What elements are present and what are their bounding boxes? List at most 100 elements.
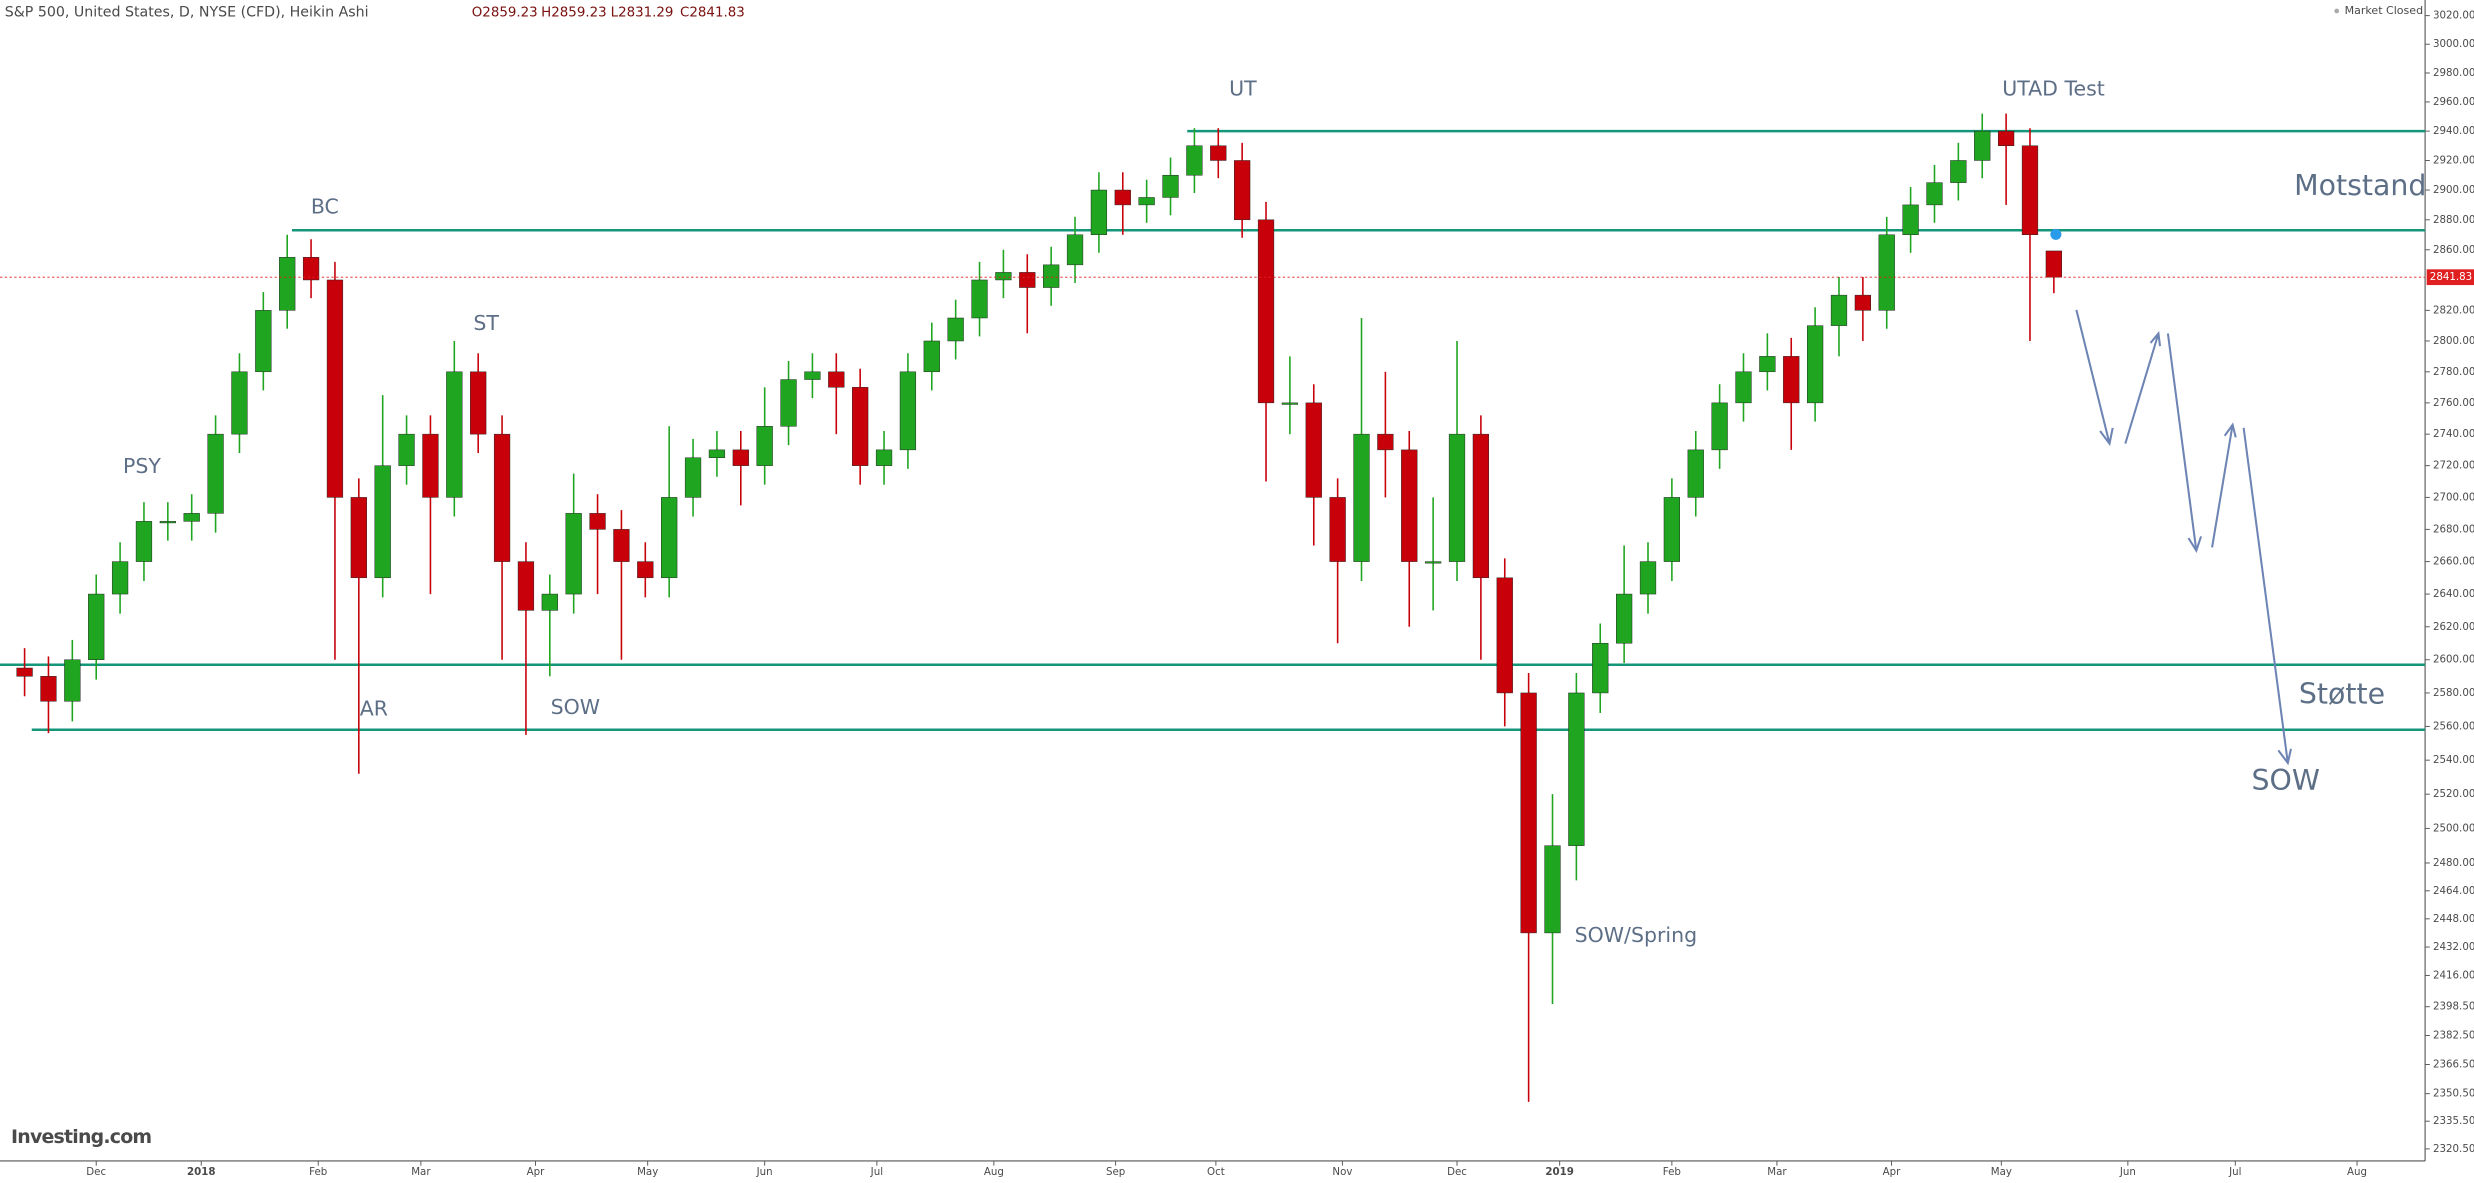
candle-body — [374, 465, 391, 579]
candle-body — [1687, 449, 1704, 498]
candle-body — [1019, 272, 1036, 288]
annotation: Støtte — [2299, 677, 2385, 710]
annotation: Motstand — [2294, 169, 2426, 202]
candle-body — [589, 513, 606, 530]
candle-body — [64, 659, 81, 702]
candle-body — [613, 529, 630, 562]
y-tick-label: 3000.00 — [2433, 38, 2474, 50]
candle-body — [541, 593, 558, 611]
candle-body — [1305, 402, 1322, 498]
candle-body — [708, 449, 726, 458]
x-tick-label: Apr — [527, 1166, 546, 1178]
y-tick-label: 2580.00 — [2433, 687, 2474, 699]
candle-body — [1902, 204, 1919, 236]
candle-body — [1257, 219, 1275, 404]
y-tick-label: 2640.00 — [2433, 588, 2474, 600]
last-price-label: 2841.83 — [2430, 271, 2472, 283]
candle-body — [231, 371, 248, 435]
candle-body — [780, 379, 797, 427]
y-tick-label: 2540.00 — [2433, 754, 2474, 766]
candle-body — [828, 371, 845, 388]
candle-body — [732, 449, 749, 466]
y-tick-label: 2366.50 — [2433, 1058, 2474, 1070]
candle-body — [517, 561, 535, 611]
y-tick-label: 2600.00 — [2433, 654, 2474, 666]
y-tick-label: 2335.50 — [2433, 1115, 2474, 1127]
candle-body — [1043, 264, 1060, 288]
chart-title: S&P 500, United States, D, NYSE (CFD), H… — [5, 5, 369, 21]
candle-body — [398, 433, 415, 466]
status-dot — [2334, 8, 2340, 14]
candle-body — [1448, 433, 1466, 562]
projection-arrows — [2075, 309, 2292, 766]
y-tick-label: 2432.00 — [2433, 941, 2474, 953]
candle-body — [995, 272, 1012, 281]
candle-body — [1281, 402, 1299, 405]
y-tick-label: 2448.00 — [2433, 913, 2474, 925]
x-tick-label: Oct — [1207, 1166, 1225, 1178]
candle-body — [1234, 160, 1251, 221]
candle-body — [1616, 593, 1633, 644]
x-tick-label: Aug — [984, 1166, 1004, 1178]
candle-body — [1997, 130, 2015, 147]
candle-body — [1401, 449, 1418, 562]
y-tick-label: 2350.50 — [2433, 1088, 2474, 1100]
y-tick-label: 2880.00 — [2433, 214, 2474, 226]
header-value: H2859.23 — [541, 6, 606, 21]
y-tick-label: 2780.00 — [2433, 366, 2474, 378]
candle-body — [1353, 433, 1370, 562]
annotation: UTAD Test — [2002, 77, 2105, 101]
y-tick-label: 2464.00 — [2433, 885, 2474, 897]
candle-body — [1592, 642, 1609, 694]
header-value: O2859.23 — [472, 6, 538, 21]
annotation: BC — [311, 195, 339, 219]
x-tick-label: May — [637, 1166, 658, 1178]
x-tick-label: Sep — [1106, 1166, 1125, 1178]
x-tick-label: Jun — [756, 1166, 773, 1178]
annotation: AR — [360, 697, 388, 721]
candle-body — [684, 457, 702, 498]
y-tick-label: 2960.00 — [2433, 96, 2474, 108]
y-tick-label: 2920.00 — [2433, 154, 2474, 166]
y-tick-label: 2398.50 — [2433, 1001, 2474, 1013]
candle-body — [971, 279, 988, 319]
candle-body — [1090, 189, 1108, 236]
y-tick-label: 2740.00 — [2433, 428, 2474, 440]
x-tick-label: Jul — [2228, 1166, 2241, 1178]
x-tick-label: 2019 — [1545, 1166, 1574, 1178]
y-tick-label: 3020.00 — [2433, 10, 2474, 22]
candle-body — [923, 340, 940, 373]
candle-body — [1114, 189, 1131, 206]
x-tick-label: Mar — [411, 1166, 431, 1178]
y-tick-label: 2500.00 — [2433, 822, 2474, 834]
x-tick-label: Dec — [1447, 1166, 1467, 1178]
candle-body — [1377, 433, 1394, 451]
x-tick-label: Apr — [1883, 1166, 1902, 1178]
candle-body — [1854, 294, 1871, 311]
candle-body — [1974, 130, 1991, 161]
x-tick-label: Jun — [2119, 1166, 2136, 1178]
y-tick-label: 2940.00 — [2433, 125, 2474, 137]
y-tick-label: 2520.00 — [2433, 788, 2474, 800]
candle-body — [40, 676, 57, 702]
annotation: SOW/Spring — [1575, 923, 1697, 947]
candle-body — [16, 667, 33, 677]
y-tick-label: 2660.00 — [2433, 556, 2474, 568]
candle-body — [875, 449, 893, 466]
candle-body — [1759, 356, 1776, 373]
candle-body — [565, 513, 582, 595]
candle-body — [1066, 234, 1084, 266]
x-tick-label: Feb — [1663, 1166, 1681, 1178]
y-tick-label: 2720.00 — [2433, 460, 2474, 472]
candle-body — [350, 497, 367, 579]
candle-body — [279, 257, 296, 311]
candle-body — [1162, 174, 1179, 198]
candle-body — [1496, 577, 1513, 694]
y-tick-label: 2900.00 — [2433, 184, 2474, 196]
candle-body — [422, 433, 439, 498]
candle-body — [493, 433, 511, 562]
annotation: ST — [473, 311, 499, 335]
y-tick-label: 2320.50 — [2433, 1143, 2474, 1155]
candle-body — [1830, 294, 1848, 326]
candle-body — [1735, 371, 1752, 404]
